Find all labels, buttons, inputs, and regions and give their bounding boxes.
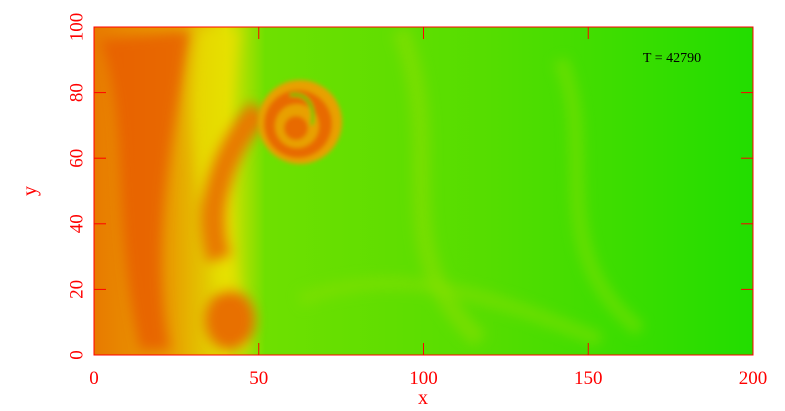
y-tick-label: 80 [66,83,87,102]
x-axis-label: x [418,387,428,409]
x-tick-label: 150 [574,368,603,389]
y-tick-label: 0 [66,350,87,360]
y-axis-label: y [19,186,41,196]
y-tick-label: 40 [66,214,87,233]
y-tick-label: 20 [66,280,87,299]
x-tick-label: 50 [249,368,268,389]
x-tick-label: 100 [409,368,438,389]
x-tick-label: 200 [739,368,768,389]
y-tick-label: 100 [66,13,87,42]
field-image [94,27,753,355]
y-tick-label: 60 [66,149,87,168]
x-tick-label: 0 [89,368,99,389]
annotation: T = 42790 [643,51,701,66]
